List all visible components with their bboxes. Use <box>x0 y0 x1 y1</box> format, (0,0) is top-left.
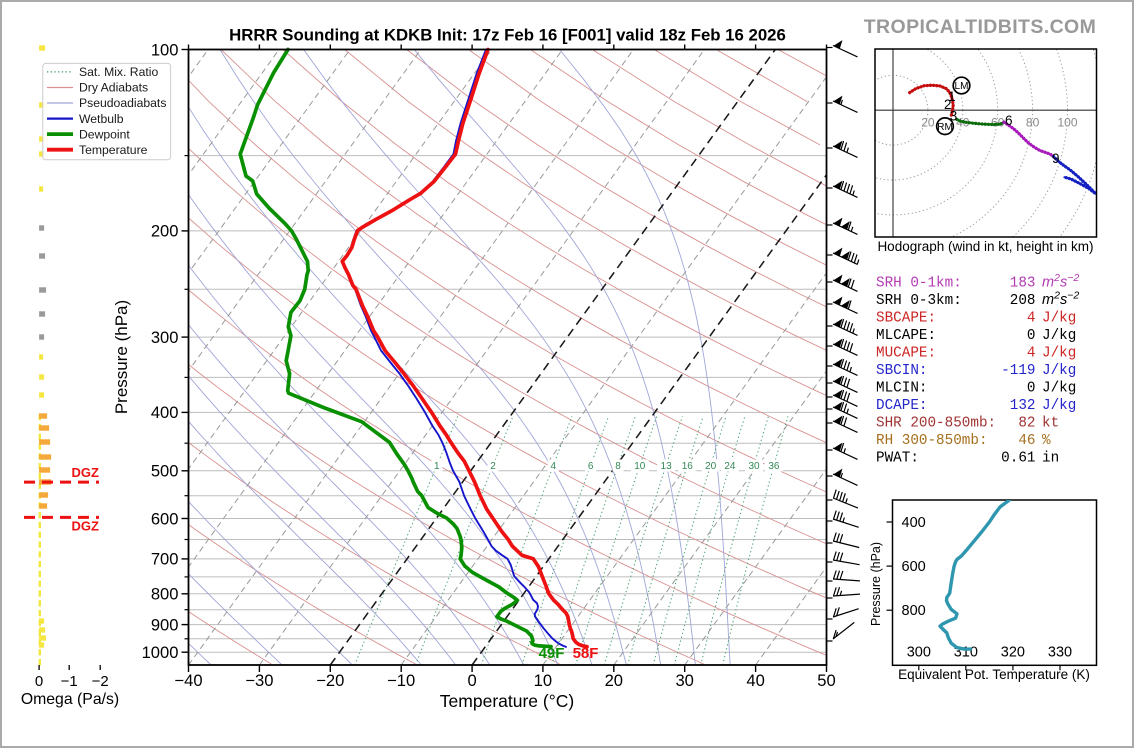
svg-text:in: in <box>1042 451 1059 467</box>
svg-text:J/kg: J/kg <box>1042 398 1076 414</box>
svg-text:500: 500 <box>151 462 179 481</box>
svg-text:320: 320 <box>1001 644 1025 660</box>
svg-text:400: 400 <box>902 515 926 531</box>
svg-text:20: 20 <box>705 461 717 472</box>
svg-text:300: 300 <box>151 328 179 347</box>
svg-text:MLCAPE:: MLCAPE: <box>876 328 936 344</box>
svg-text:−40: −40 <box>174 671 202 690</box>
svg-text:SHR 200-850mb:: SHR 200-850mb: <box>876 416 996 432</box>
svg-text:4: 4 <box>1027 346 1036 362</box>
svg-text:J/kg: J/kg <box>1042 311 1076 327</box>
svg-text:Pressure (hPa): Pressure (hPa) <box>112 300 131 414</box>
svg-text:SRH 0-3km:: SRH 0-3km: <box>876 293 962 309</box>
svg-text:900: 900 <box>151 615 179 634</box>
svg-text:−2: −2 <box>92 673 109 690</box>
svg-text:100: 100 <box>151 40 179 59</box>
svg-text:700: 700 <box>151 550 179 569</box>
svg-text:DCAPE:: DCAPE: <box>876 398 927 414</box>
svg-text:10: 10 <box>534 671 552 690</box>
svg-text:Dewpoint: Dewpoint <box>79 127 130 141</box>
svg-text:PWAT:: PWAT: <box>876 451 919 467</box>
svg-text:6: 6 <box>588 461 594 472</box>
svg-text:82: 82 <box>1018 416 1035 432</box>
svg-text:16: 16 <box>682 461 694 472</box>
svg-text:8: 8 <box>615 461 621 472</box>
svg-text:RM: RM <box>937 122 953 133</box>
svg-text:208: 208 <box>1010 293 1036 309</box>
svg-text:SBCIN:: SBCIN: <box>876 363 927 379</box>
svg-text:49F: 49F <box>539 645 565 662</box>
svg-text:Wetbulb: Wetbulb <box>79 112 124 126</box>
svg-text:MUCAPE:: MUCAPE: <box>876 346 936 362</box>
svg-text:0.61: 0.61 <box>1001 451 1035 467</box>
svg-text:HRRR Sounding at KDKB Init: 17: HRRR Sounding at KDKB Init: 17z Feb 16 [… <box>229 26 786 45</box>
svg-text:J/kg: J/kg <box>1042 346 1076 362</box>
svg-text:Pseudoadiabats: Pseudoadiabats <box>79 96 166 110</box>
svg-text:30: 30 <box>748 461 760 472</box>
svg-text:800: 800 <box>902 603 926 619</box>
svg-text:J/kg: J/kg <box>1042 328 1076 344</box>
svg-text:0: 0 <box>1027 328 1036 344</box>
svg-text:MLCIN:: MLCIN: <box>876 381 927 397</box>
svg-text:600: 600 <box>151 509 179 528</box>
svg-text:132: 132 <box>1010 398 1036 414</box>
svg-text:4: 4 <box>551 461 557 472</box>
svg-text:13: 13 <box>661 461 673 472</box>
svg-text:100: 100 <box>1057 116 1077 130</box>
svg-text:SBCAPE:: SBCAPE: <box>876 311 936 327</box>
svg-text:24: 24 <box>724 461 736 472</box>
svg-text:36: 36 <box>768 461 780 472</box>
svg-text:6: 6 <box>1005 113 1013 128</box>
svg-text:1: 1 <box>434 461 440 472</box>
svg-text:Hodograph (wind in kt, height: Hodograph (wind in kt, height in km) <box>877 239 1093 254</box>
svg-text:1000: 1000 <box>142 643 179 662</box>
svg-text:Omega (Pa/s): Omega (Pa/s) <box>21 691 119 708</box>
svg-text:20: 20 <box>605 671 623 690</box>
svg-text:RH 300-850mb:: RH 300-850mb: <box>876 433 988 449</box>
svg-text:2: 2 <box>490 461 496 472</box>
svg-text:600: 600 <box>902 559 926 575</box>
svg-text:DGZ: DGZ <box>72 519 100 534</box>
svg-text:−10: −10 <box>387 671 415 690</box>
svg-text:Dry Adiabats: Dry Adiabats <box>79 81 148 95</box>
svg-text:Pressure (hPa): Pressure (hPa) <box>869 542 883 626</box>
svg-text:0: 0 <box>35 673 43 690</box>
svg-text:183: 183 <box>1010 275 1036 291</box>
svg-text:800: 800 <box>151 585 179 604</box>
svg-text:−30: −30 <box>245 671 273 690</box>
svg-text:0: 0 <box>1027 381 1036 397</box>
svg-text:80: 80 <box>1026 116 1040 130</box>
svg-text:50: 50 <box>817 671 835 690</box>
svg-text:30: 30 <box>675 671 693 690</box>
svg-text:Sat. Mix. Ratio: Sat. Mix. Ratio <box>79 65 158 79</box>
svg-text:Temperature (°C): Temperature (°C) <box>440 691 574 711</box>
svg-text:−20: −20 <box>316 671 344 690</box>
svg-text:58F: 58F <box>573 645 599 662</box>
svg-text:Temperature: Temperature <box>79 143 148 157</box>
svg-text:−1: −1 <box>61 673 78 690</box>
svg-text:-119: -119 <box>1001 363 1035 379</box>
svg-text:TROPICALTIDBITS.COM: TROPICALTIDBITS.COM <box>864 16 1097 38</box>
svg-text:200: 200 <box>151 222 179 241</box>
svg-text:DGZ: DGZ <box>72 465 100 480</box>
svg-text:9: 9 <box>1052 151 1060 166</box>
svg-text:Equivalent Pot. Temperature (K: Equivalent Pot. Temperature (K) <box>898 667 1090 682</box>
svg-text:J/kg: J/kg <box>1042 363 1076 379</box>
svg-text:20: 20 <box>921 116 935 130</box>
svg-text:kt: kt <box>1042 416 1059 432</box>
svg-text:10: 10 <box>634 461 646 472</box>
svg-text:0: 0 <box>467 671 476 690</box>
svg-text:LM: LM <box>955 81 969 92</box>
svg-text:400: 400 <box>151 403 179 422</box>
svg-text:40: 40 <box>746 671 764 690</box>
svg-text:SRH 0-1km:: SRH 0-1km: <box>876 275 962 291</box>
svg-text:J/kg: J/kg <box>1042 381 1076 397</box>
svg-text:300: 300 <box>907 644 931 660</box>
svg-text:%: % <box>1042 433 1051 449</box>
svg-text:46: 46 <box>1018 433 1035 449</box>
svg-text:330: 330 <box>1048 644 1072 660</box>
svg-text:4: 4 <box>1027 311 1036 327</box>
